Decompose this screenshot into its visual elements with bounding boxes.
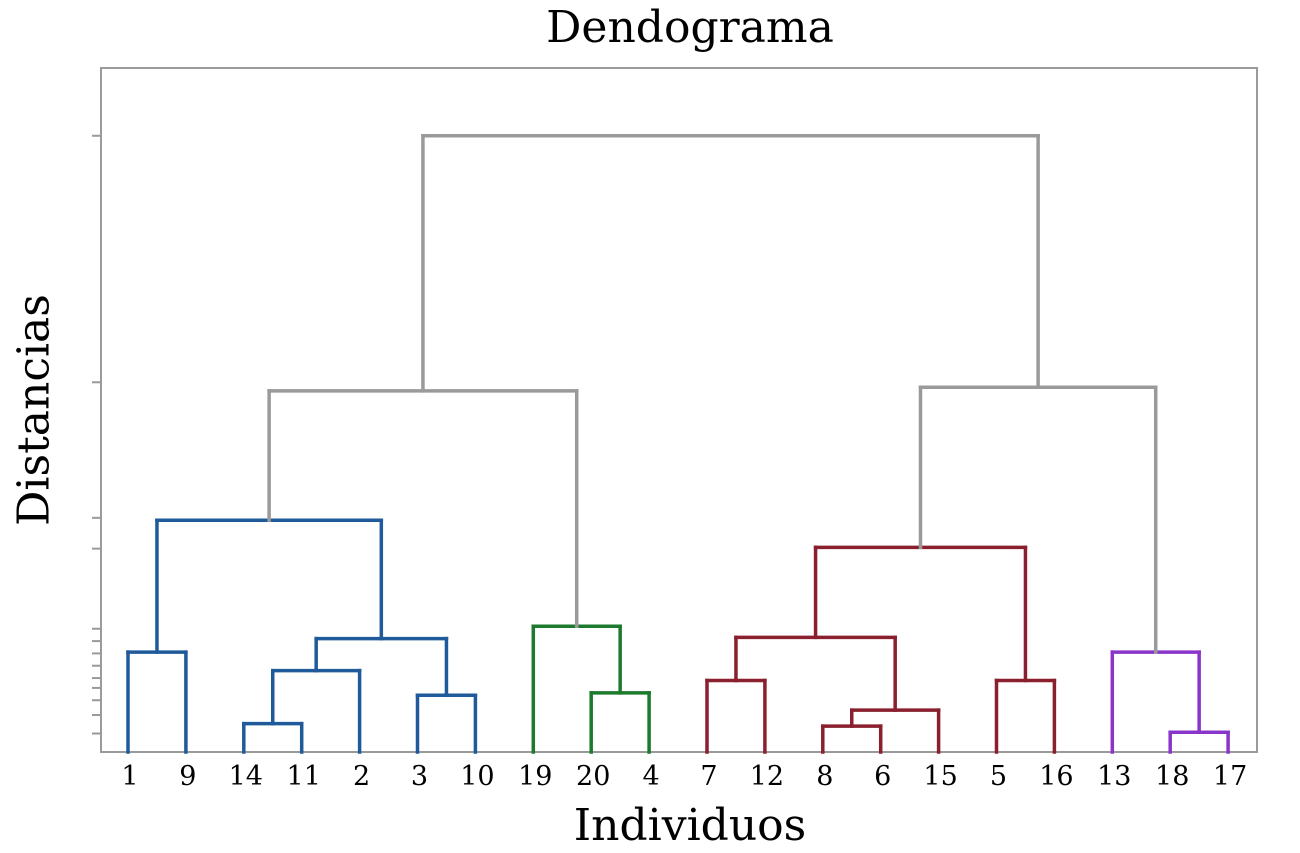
- leaf-label-1: 1: [121, 761, 138, 792]
- leaf-label-4: 4: [643, 761, 660, 792]
- leaf-label-8: 8: [816, 761, 833, 792]
- dendrogram-links: [126, 134, 1230, 754]
- leaf-label-16: 16: [1039, 761, 1073, 792]
- leaf-label-19: 19: [518, 761, 552, 792]
- plot-frame: [100, 67, 1258, 753]
- leaf-label-17: 17: [1213, 761, 1247, 792]
- x-axis-label: Individuos: [573, 800, 807, 851]
- leaf-label-5: 5: [990, 761, 1007, 792]
- leaf-label-6: 6: [874, 761, 891, 792]
- leaf-label-12: 12: [750, 761, 784, 792]
- leaf-label-20: 20: [576, 761, 610, 792]
- y-axis-ticks: [92, 134, 101, 735]
- leaf-label-14: 14: [229, 761, 263, 792]
- leaf-label-15: 15: [923, 761, 957, 792]
- chart-title: Dendograma: [546, 2, 834, 53]
- leaf-label-3: 3: [411, 761, 428, 792]
- leaf-label-7: 7: [700, 761, 717, 792]
- leaf-label-13: 13: [1097, 761, 1131, 792]
- leaf-label-11: 11: [287, 761, 321, 792]
- leaf-label-10: 10: [460, 761, 494, 792]
- leaf-label-18: 18: [1155, 761, 1189, 792]
- leaf-label-2: 2: [353, 761, 370, 792]
- leaf-label-9: 9: [179, 761, 196, 792]
- leaf-labels: 1 9 14 11 2 3 10 19 20 4 7 12 8 6 15 5 16 13 18 17: [121, 761, 1247, 792]
